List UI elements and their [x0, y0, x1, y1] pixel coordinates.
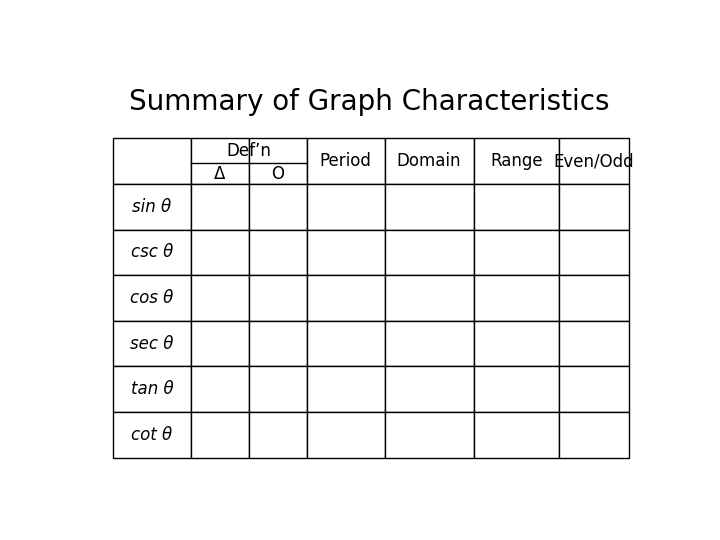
Bar	[307, 230, 384, 275]
Bar	[191, 275, 249, 321]
Bar	[384, 184, 474, 230]
Bar	[384, 138, 474, 184]
Bar	[384, 230, 474, 275]
Bar	[249, 412, 307, 457]
Bar	[249, 138, 307, 184]
Bar	[113, 138, 191, 184]
Text: Range: Range	[490, 152, 543, 170]
Bar	[249, 321, 307, 366]
Bar	[113, 321, 191, 366]
Text: Summary of Graph Characteristics: Summary of Graph Characteristics	[129, 88, 609, 116]
Bar	[384, 412, 474, 457]
Bar	[191, 366, 249, 412]
Text: cos θ: cos θ	[130, 289, 174, 307]
Bar	[474, 321, 559, 366]
Bar	[191, 321, 249, 366]
Bar	[559, 230, 629, 275]
Bar	[113, 275, 191, 321]
Bar	[474, 138, 559, 184]
Bar	[191, 184, 249, 230]
Bar	[474, 366, 559, 412]
Bar	[113, 366, 191, 412]
Text: cot θ: cot θ	[132, 426, 173, 444]
Bar	[191, 138, 249, 184]
Bar	[384, 275, 474, 321]
Bar	[191, 412, 249, 457]
Bar	[249, 366, 307, 412]
Text: O: O	[271, 165, 284, 183]
Bar	[474, 230, 559, 275]
Bar	[113, 184, 191, 230]
Text: sin θ: sin θ	[132, 198, 171, 216]
Bar	[113, 412, 191, 457]
Bar	[307, 275, 384, 321]
Bar	[474, 275, 559, 321]
Text: sec θ: sec θ	[130, 335, 174, 353]
Bar	[113, 230, 191, 275]
Text: Δ: Δ	[214, 165, 225, 183]
Bar	[384, 366, 474, 412]
Bar	[559, 321, 629, 366]
Bar	[559, 366, 629, 412]
Bar	[559, 184, 629, 230]
Bar	[249, 275, 307, 321]
Bar	[474, 412, 559, 457]
Bar	[474, 184, 559, 230]
Bar	[307, 321, 384, 366]
Text: Period: Period	[320, 152, 372, 170]
Text: csc θ: csc θ	[131, 244, 173, 261]
Text: Def’n: Def’n	[226, 142, 271, 160]
Bar	[191, 230, 249, 275]
Bar	[559, 412, 629, 457]
Bar	[307, 366, 384, 412]
Bar	[559, 275, 629, 321]
Bar	[307, 412, 384, 457]
Bar	[307, 184, 384, 230]
Bar	[249, 184, 307, 230]
Text: tan θ: tan θ	[131, 380, 174, 398]
Text: Domain: Domain	[397, 152, 462, 170]
Text: Even/Odd: Even/Odd	[554, 152, 634, 170]
Bar	[249, 230, 307, 275]
Bar	[384, 321, 474, 366]
Bar	[307, 138, 384, 184]
Bar	[559, 138, 629, 184]
